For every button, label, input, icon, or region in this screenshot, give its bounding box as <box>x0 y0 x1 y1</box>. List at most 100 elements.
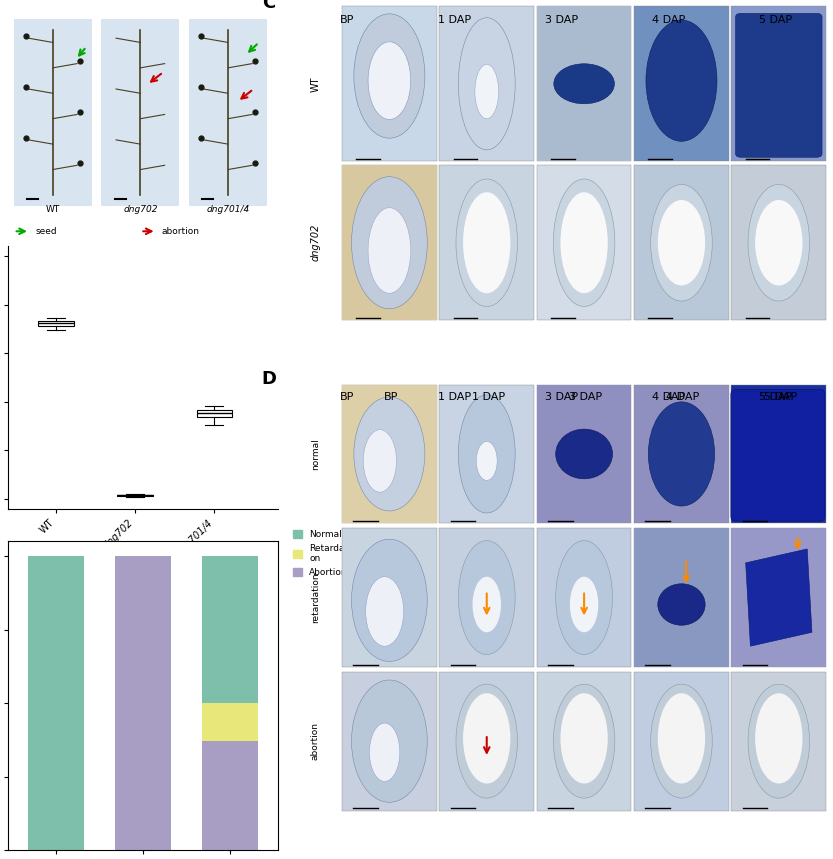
Text: 3 DAP: 3 DAP <box>545 392 578 401</box>
Bar <box>731 528 826 667</box>
PathPatch shape <box>38 320 73 326</box>
Ellipse shape <box>463 693 511 783</box>
Ellipse shape <box>352 539 427 661</box>
Ellipse shape <box>561 693 608 783</box>
Bar <box>731 6 826 161</box>
Ellipse shape <box>352 177 427 308</box>
Ellipse shape <box>748 685 810 798</box>
Ellipse shape <box>553 685 615 798</box>
Circle shape <box>554 64 615 104</box>
Text: 3 DAP: 3 DAP <box>569 392 602 401</box>
PathPatch shape <box>117 495 153 497</box>
Bar <box>202 556 258 704</box>
Bar <box>536 385 631 523</box>
Ellipse shape <box>472 576 501 632</box>
Ellipse shape <box>651 185 712 301</box>
FancyBboxPatch shape <box>736 14 822 157</box>
Text: dng702: dng702 <box>123 205 157 214</box>
Text: 1 DAP: 1 DAP <box>438 392 471 401</box>
Text: 3 DAP: 3 DAP <box>545 15 578 25</box>
Ellipse shape <box>363 430 397 492</box>
Text: abortion: abortion <box>311 722 320 760</box>
Bar <box>634 672 729 811</box>
Bar <box>342 528 436 667</box>
Ellipse shape <box>756 693 802 783</box>
Bar <box>731 165 826 320</box>
Text: 1 DAP: 1 DAP <box>438 15 471 25</box>
Ellipse shape <box>748 185 810 301</box>
Text: 5 DAP: 5 DAP <box>759 392 792 401</box>
Polygon shape <box>746 549 812 646</box>
Bar <box>731 385 826 523</box>
Bar <box>13 19 92 205</box>
Ellipse shape <box>556 540 612 655</box>
Ellipse shape <box>658 200 705 285</box>
Bar <box>102 19 179 205</box>
Ellipse shape <box>458 18 515 149</box>
Bar <box>342 165 436 320</box>
Bar <box>731 528 826 667</box>
Text: 4 DAP: 4 DAP <box>651 15 685 25</box>
Text: BP: BP <box>383 392 398 401</box>
Text: 4 DAP: 4 DAP <box>666 392 700 401</box>
Text: C: C <box>262 0 275 12</box>
Text: retardation: retardation <box>311 572 320 623</box>
Ellipse shape <box>458 395 515 513</box>
Text: abortion: abortion <box>162 227 200 235</box>
Ellipse shape <box>368 42 411 119</box>
Text: seed: seed <box>35 227 57 235</box>
Ellipse shape <box>561 192 608 293</box>
Bar <box>634 165 729 320</box>
Text: 5 DAP: 5 DAP <box>764 392 796 401</box>
Bar <box>536 672 631 811</box>
Circle shape <box>556 430 612 478</box>
Text: BP: BP <box>340 15 355 25</box>
Ellipse shape <box>368 208 411 293</box>
Ellipse shape <box>456 685 517 798</box>
Ellipse shape <box>354 397 425 511</box>
Ellipse shape <box>354 14 425 138</box>
FancyBboxPatch shape <box>731 389 825 521</box>
Ellipse shape <box>651 685 712 798</box>
Ellipse shape <box>370 723 400 782</box>
Text: WT: WT <box>311 76 321 92</box>
Text: WT: WT <box>46 205 60 214</box>
Bar <box>536 165 631 320</box>
Text: dng701/4: dng701/4 <box>207 205 250 214</box>
Ellipse shape <box>475 64 499 119</box>
Bar <box>536 6 631 161</box>
Bar <box>342 672 436 811</box>
Bar <box>536 385 631 523</box>
Bar <box>342 6 436 161</box>
Bar <box>731 672 826 811</box>
Bar <box>439 672 534 811</box>
Text: 5 DAP: 5 DAP <box>759 15 792 25</box>
Bar <box>342 385 436 523</box>
Bar <box>439 528 534 667</box>
Bar <box>439 385 534 523</box>
Ellipse shape <box>756 200 802 285</box>
Ellipse shape <box>352 680 427 802</box>
Ellipse shape <box>570 576 598 632</box>
Bar <box>634 6 729 161</box>
Bar <box>115 556 172 850</box>
Ellipse shape <box>646 20 717 141</box>
Bar <box>342 165 436 320</box>
Bar <box>202 704 258 741</box>
Text: 1 DAP: 1 DAP <box>471 392 505 401</box>
Text: normal: normal <box>311 438 320 470</box>
Bar <box>439 6 534 161</box>
Bar <box>634 528 729 667</box>
Circle shape <box>658 584 705 625</box>
Ellipse shape <box>456 179 517 307</box>
Text: dng702: dng702 <box>311 224 321 261</box>
Text: 4 DAP: 4 DAP <box>651 392 685 401</box>
Text: BP: BP <box>340 392 355 401</box>
Bar <box>439 165 534 320</box>
Ellipse shape <box>476 442 497 480</box>
Legend: Normal, Retardati
on, Abortion: Normal, Retardati on, Abortion <box>293 530 351 577</box>
Bar <box>342 385 436 523</box>
Bar <box>536 528 631 667</box>
Ellipse shape <box>366 576 403 646</box>
Bar <box>634 385 729 523</box>
